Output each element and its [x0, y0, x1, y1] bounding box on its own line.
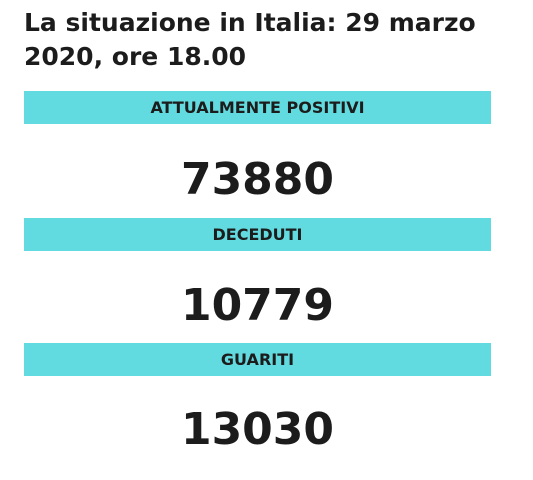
section-value: 73880: [180, 154, 335, 205]
section-label: DECEDUTI: [24, 218, 491, 251]
section-label: ATTUALMENTE POSITIVI: [24, 91, 491, 124]
title: La situazione in Italia: 29 marzo 2020, …: [24, 8, 476, 71]
section-value: 13030: [180, 404, 335, 455]
section-value: 10779: [180, 280, 335, 331]
section-label: GUARITI: [24, 343, 491, 376]
